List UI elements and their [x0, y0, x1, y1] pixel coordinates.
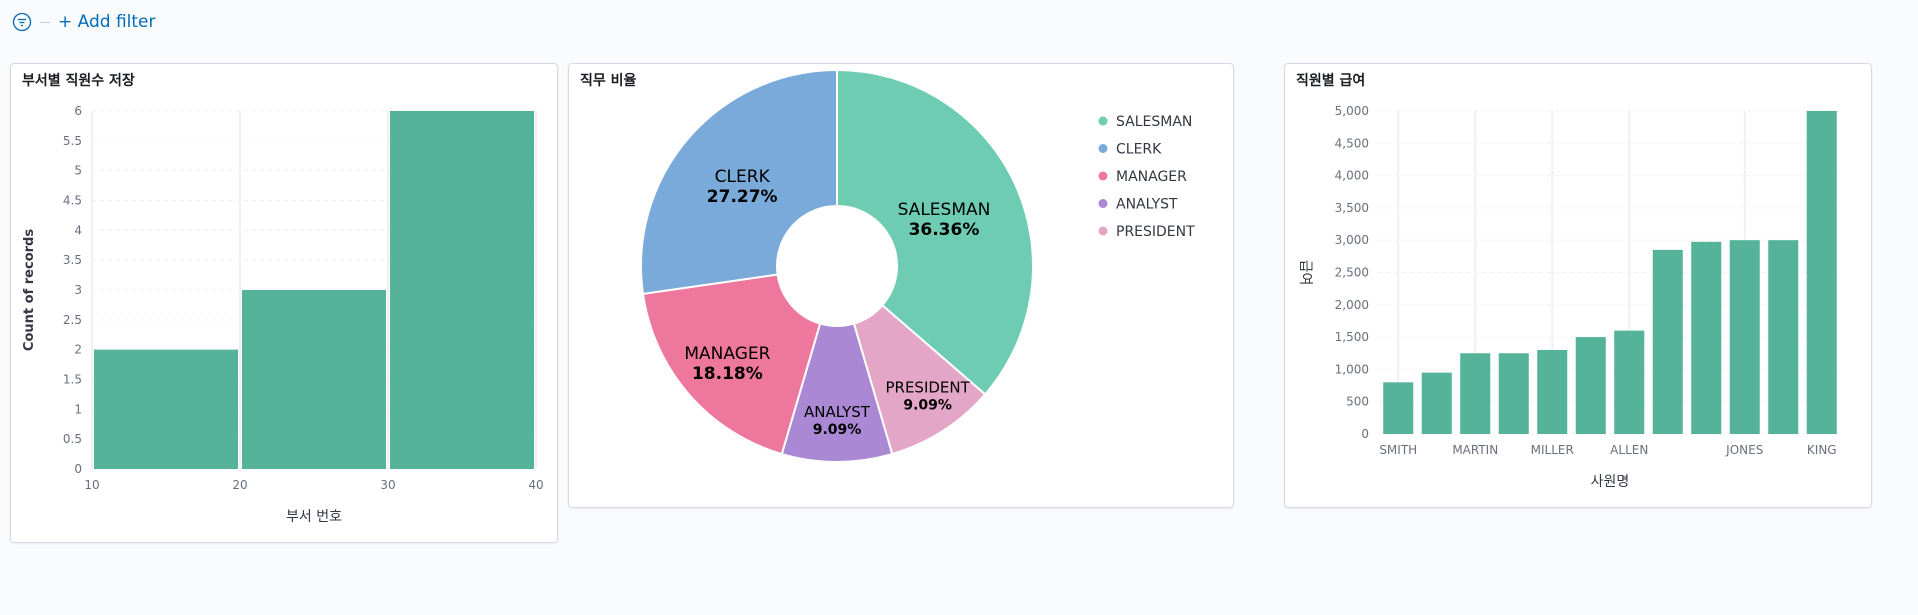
panel-title: 부서별 직원수 저장 [22, 73, 135, 89]
legend-swatch [1098, 226, 1108, 236]
slice-label: PRESIDENT [885, 379, 970, 397]
legend-item: PRESIDENT [1116, 224, 1195, 240]
y-tick-label: 0.5 [63, 432, 82, 446]
y-tick-label: 3,500 [1335, 201, 1369, 215]
legend-item: SALESMAN [1116, 114, 1192, 130]
y-tick-label: 1.5 [63, 373, 82, 387]
filter-icon[interactable] [12, 12, 32, 32]
y-tick-label: 1 [74, 402, 82, 416]
pie-slice-manager [641, 273, 822, 456]
x-tick-label: 30 [380, 478, 395, 492]
slice-percent: 36.36% [909, 220, 980, 240]
slice-label: SALESMAN [898, 200, 991, 220]
y-tick-label: 0 [1361, 427, 1369, 441]
legend-swatch [1098, 116, 1108, 126]
legend-item: CLERK [1116, 142, 1162, 158]
legend-swatch [1098, 199, 1108, 208]
y-tick-label: 2.5 [63, 313, 82, 327]
pie-slice-clerk [640, 68, 838, 296]
y-axis-title: Count of records [22, 229, 37, 351]
y-tick-label: 3.5 [63, 253, 82, 267]
y-tick-label: 5 [74, 164, 82, 178]
bar [1537, 350, 1568, 434]
panel-salary: 직원별 급여 0 500 1,000 1,500 2,000 2,500 3,000 3,50… [1284, 63, 1872, 508]
panel-job-ratio: 직무 비율 SALESMAN 36.36% PRESIDENT 9.09% ANALYS… [568, 63, 1234, 508]
x-tick-label: ALLEN [1610, 443, 1648, 457]
bar [1421, 372, 1452, 434]
x-axis-title: 사원명 [1591, 474, 1630, 490]
bar [1383, 382, 1414, 434]
legend-item: MANAGER [1116, 169, 1187, 185]
legend-swatch [1098, 171, 1108, 181]
bar [94, 349, 238, 469]
slice-label: CLERK [715, 167, 771, 187]
x-tick-label: KING [1807, 443, 1837, 457]
panel-title: 직무 비율 [580, 73, 637, 89]
bar [1575, 337, 1606, 434]
bar [390, 111, 534, 469]
y-tick-label: 1,500 [1335, 330, 1369, 344]
x-tick-label: SMITH [1379, 443, 1417, 457]
x-tick-label: 10 [84, 478, 99, 492]
legend-item: ANALYST [1116, 197, 1178, 213]
slice-percent: 18.18% [692, 364, 763, 384]
y-tick-label: 4,500 [1335, 136, 1369, 150]
y-tick-label: 2,500 [1335, 266, 1369, 280]
slice-label: MANAGER [684, 344, 770, 364]
dept-bar-chart: 0 0.5 1 1.5 2 2.5 3 3.5 4 4.5 5 5.5 6 10 20 30 40 부서 번호 Co… [22, 104, 544, 525]
filter-bar: + Add filter [12, 10, 156, 34]
y-tick-label: 2 [74, 343, 82, 357]
legend-swatch [1098, 144, 1108, 153]
slice-percent: 27.27% [707, 187, 778, 207]
y-tick-label: 3,000 [1335, 233, 1369, 247]
slice-percent: 9.09% [813, 422, 862, 438]
y-axis-title: 급여 [1297, 260, 1313, 286]
y-tick-label: 1,000 [1335, 362, 1369, 376]
x-tick-label: JONES [1725, 443, 1763, 457]
bar [1498, 353, 1529, 434]
y-tick-label: 0 [74, 462, 82, 476]
bar [1806, 111, 1837, 434]
x-tick-label: MILLER [1531, 443, 1574, 457]
y-tick-label: 500 [1346, 395, 1369, 409]
bar [242, 290, 386, 469]
bar [1691, 241, 1722, 434]
x-axis-title: 부서 번호 [286, 509, 342, 525]
bar [1460, 353, 1491, 434]
panel-title: 직원별 급여 [1296, 73, 1366, 89]
x-tick-label: MARTIN [1452, 443, 1498, 457]
add-filter-button[interactable]: + Add filter [58, 12, 156, 32]
y-tick-label: 5.5 [63, 134, 82, 148]
bar [1652, 249, 1683, 434]
pie-slice-salesman [836, 68, 1034, 396]
bar [1768, 240, 1799, 434]
y-tick-label: 3 [74, 283, 82, 297]
job-donut-chart: SALESMAN36.36%PRESIDENT9.09%ANALYST9.09%… [640, 68, 1195, 464]
x-tick-label: 20 [232, 478, 247, 492]
slice-percent: 9.09% [903, 398, 952, 414]
y-tick-label: 4,000 [1335, 169, 1369, 183]
y-tick-label: 2,000 [1335, 298, 1369, 312]
salary-bar-chart: 0 500 1,000 1,500 2,000 2,500 3,000 3,500 4,000 4… [1297, 104, 1841, 490]
filter-separator [40, 21, 50, 23]
bar [1729, 240, 1760, 434]
y-tick-label: 5,000 [1335, 104, 1369, 118]
slice-label: ANALYST [804, 403, 871, 421]
bar [1614, 330, 1645, 434]
y-tick-label: 4 [74, 223, 82, 237]
y-tick-label: 4.5 [63, 194, 82, 208]
y-tick-label: 6 [74, 104, 82, 118]
x-tick-label: 40 [528, 478, 543, 492]
panel-dept-count: 부서별 직원수 저장 0 0.5 1 1.5 2 2.5 3 3.5 4 4.5 5 5.5 6 10 20… [10, 63, 558, 543]
